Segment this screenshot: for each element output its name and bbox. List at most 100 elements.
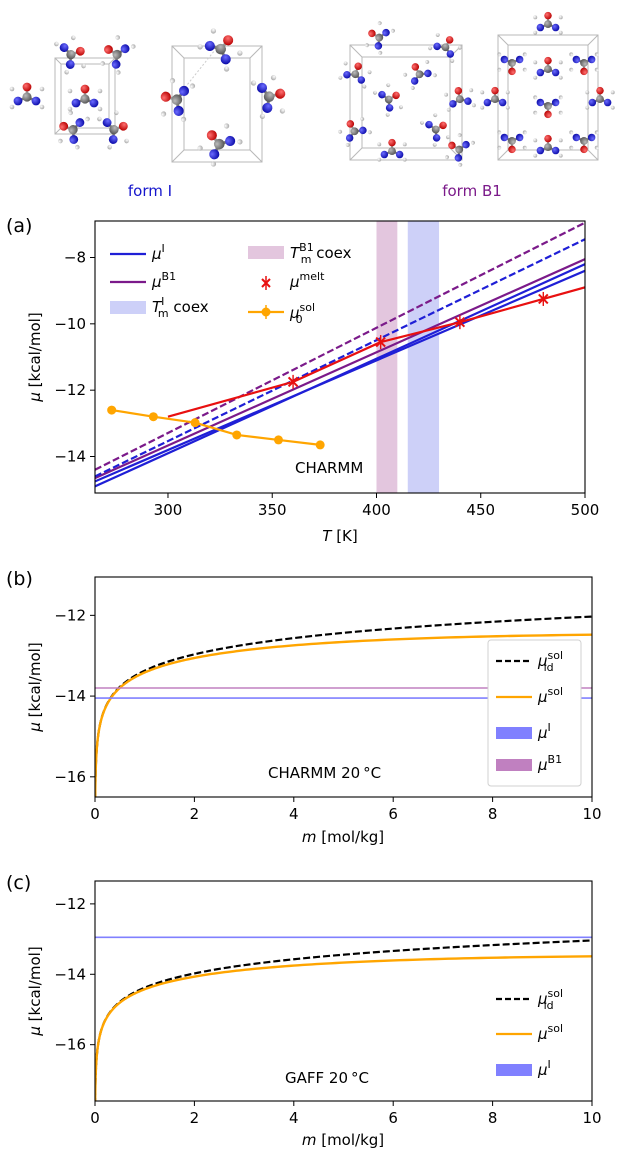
x-tick-label: 4 xyxy=(289,805,299,823)
urea-molecule xyxy=(533,95,563,119)
annotation-c: GAFF 20 °C xyxy=(285,1069,369,1087)
urea-molecule xyxy=(497,52,527,76)
urea-molecule xyxy=(428,33,462,63)
y-tick-label: −14 xyxy=(54,448,86,466)
x-tick-label: 2 xyxy=(190,1109,200,1127)
series-0-7-point xyxy=(273,435,283,445)
series-0-6-marker xyxy=(287,374,299,389)
legend-text-c-i: μI xyxy=(537,1058,551,1079)
form-i-label: form I xyxy=(128,182,172,200)
axes-frame-c xyxy=(94,880,593,1102)
legend-patch-b-b1 xyxy=(496,759,532,771)
legend-text-tmb1: TB1 m coex xyxy=(290,241,352,266)
series-a xyxy=(95,221,585,488)
y-tick-label: −14 xyxy=(54,965,86,983)
urea-molecule xyxy=(338,61,372,89)
series-0-6-marker xyxy=(375,335,386,350)
panel-c: (c) 0 2 4 6 8 10 −16 −14 −12 GAFF 20 °C m [mol/k… xyxy=(6,872,602,1149)
urea-molecule xyxy=(533,134,563,158)
annotation-b: CHARMM 20 °C xyxy=(268,764,381,782)
series-0-7-line xyxy=(111,408,321,446)
series-0-7-point xyxy=(148,412,158,422)
x-tick-label: 6 xyxy=(388,1109,398,1127)
legend-marker-mu0sol xyxy=(261,307,271,317)
series-0-7-point xyxy=(107,405,117,415)
legend-text-b-i: μI xyxy=(537,721,551,742)
axes-frame-a xyxy=(94,220,586,494)
urea-molecule xyxy=(160,78,196,122)
x-tick-label: 10 xyxy=(582,1109,601,1127)
x-tick-label: 350 xyxy=(258,501,287,519)
x-tick-label: 8 xyxy=(488,1109,498,1127)
urea-molecule xyxy=(250,75,286,119)
series-0-7-point xyxy=(190,418,200,428)
series-0-6-marker xyxy=(538,291,549,306)
y-tick-label: −16 xyxy=(54,1036,86,1054)
legend-patch-tmb1 xyxy=(248,246,284,259)
urea-molecule xyxy=(100,35,136,75)
urea-molecule xyxy=(365,21,395,55)
y-tick-label: −14 xyxy=(54,687,86,705)
urea-molecule xyxy=(569,52,599,76)
legend-text-b-b1: μB1 xyxy=(537,753,562,774)
legend-patch-tmi xyxy=(110,301,146,314)
x-tick-label: 6 xyxy=(388,805,398,823)
legend-text-b-sol: μsol xyxy=(537,685,563,706)
series-c xyxy=(95,936,592,1101)
urea-molecule xyxy=(67,84,103,112)
legend-patch-b-i xyxy=(496,727,532,739)
series-0-5-line xyxy=(167,286,585,418)
urea-molecule xyxy=(445,133,475,167)
annotation-a: CHARMM xyxy=(295,459,363,477)
x-tick-label: 450 xyxy=(466,501,495,519)
series-0-2-line xyxy=(95,258,585,480)
legend-box-b xyxy=(487,639,582,787)
urea-molecule xyxy=(197,123,243,167)
x-tick-label: 500 xyxy=(571,501,600,519)
legend-a: μI μB1 TI m coex TB1 m coex μmelt μsol 0 xyxy=(110,241,352,326)
form-b1-label: form B1 xyxy=(442,182,502,200)
crystal-structure-images xyxy=(9,11,615,167)
urea-molecule xyxy=(338,117,372,147)
series-2-0-curve xyxy=(95,939,592,1101)
y-axis-label-c: μ [kcal/mol] xyxy=(26,946,44,1036)
legend-text-c-id: μsol id xyxy=(537,987,563,1012)
legend-text-c-sol: μsol xyxy=(537,1022,563,1043)
coex-band-1 xyxy=(407,221,440,493)
urea-molecule xyxy=(444,87,476,112)
y-tick-label: −8 xyxy=(64,248,86,266)
urea-molecule xyxy=(533,11,563,35)
x-tick-label: 8 xyxy=(488,805,498,823)
series-0-1-line xyxy=(95,269,585,483)
x-tick-label: 4 xyxy=(289,1109,299,1127)
y-axis-label-b: μ [kcal/mol] xyxy=(26,642,44,732)
y-axis-label-a: μ [kcal/mol] xyxy=(26,312,44,402)
x-tick-label: 300 xyxy=(154,501,183,519)
urea-molecule xyxy=(420,113,450,147)
legend-text-mu0sol: μsol 0 xyxy=(289,301,315,326)
urea-molecule xyxy=(569,130,599,154)
urea-molecule xyxy=(480,86,510,110)
y-tick-label: −12 xyxy=(54,895,86,913)
ticks-b: 0 2 4 6 8 10 −16 −14 −12 xyxy=(54,606,601,823)
legend-c: μsol id μsol μI xyxy=(496,987,563,1079)
x-axis-label-b: m [mol/kg] xyxy=(302,828,384,846)
urea-molecule xyxy=(373,83,403,117)
y-tick-label: −12 xyxy=(54,381,86,399)
x-tick-label: 400 xyxy=(362,501,391,519)
x-tick-label: 10 xyxy=(582,805,601,823)
urea-molecule xyxy=(54,35,86,75)
urea-molecule xyxy=(9,82,45,110)
legend-text-mu-i: μI xyxy=(151,242,165,263)
urea-molecule xyxy=(585,86,615,110)
x-tick-label: 2 xyxy=(190,805,200,823)
legend-text-tmi: TI m coex xyxy=(152,295,209,320)
ticks-a: 300 350 400 450 500 −14 −12 −10 −8 xyxy=(54,248,599,519)
x-axis-label-a: T [K] xyxy=(322,527,357,545)
unit-cell-box xyxy=(54,57,116,135)
panel-label-b: (b) xyxy=(6,568,33,590)
urea-molecule xyxy=(97,110,129,150)
urea-molecule xyxy=(497,130,527,154)
axes-frame-b xyxy=(94,576,593,798)
